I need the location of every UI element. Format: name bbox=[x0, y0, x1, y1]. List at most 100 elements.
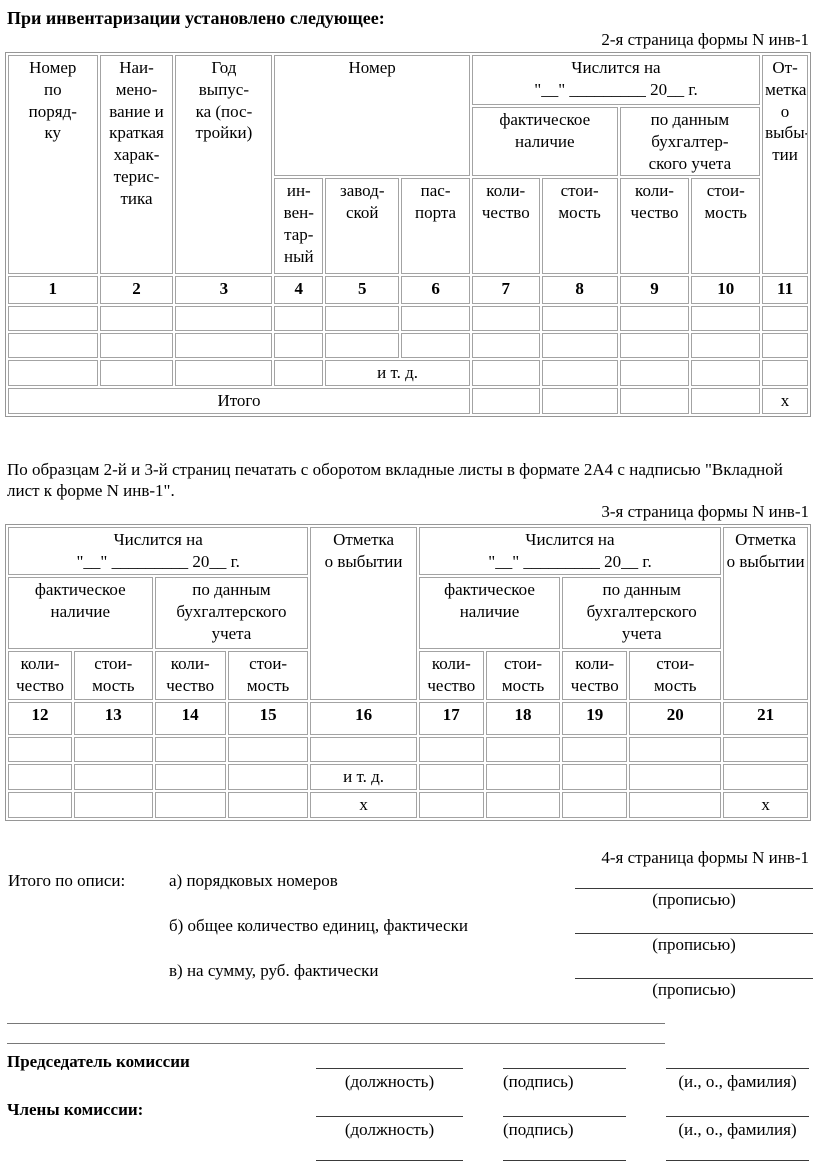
summary-item-text: б) общее количество единиц, фактически bbox=[169, 916, 468, 936]
table-row: коли- чество стои- мость коли- чество ст… bbox=[8, 651, 808, 701]
fill-in-line bbox=[7, 1023, 665, 1025]
empty-cell bbox=[154, 764, 226, 791]
in-words-caption: (прописью) bbox=[652, 980, 736, 1000]
empty-cell bbox=[74, 764, 153, 791]
column-number-cell: 11 bbox=[762, 276, 808, 305]
position-line bbox=[316, 1068, 463, 1070]
name-caption: (и., о., фамилия) bbox=[678, 1120, 797, 1140]
th-cost-accounting: стои- мость bbox=[691, 178, 761, 275]
column-number-row: 12 13 14 15 16 17 18 19 20 21 bbox=[8, 702, 808, 736]
th-listed-on-date-left: Числится на "__" _________ 20__ г. bbox=[8, 527, 309, 576]
th-quantity: коли- чество bbox=[562, 651, 628, 701]
empty-cell bbox=[8, 792, 73, 819]
empty-data-row bbox=[8, 306, 808, 332]
column-number-cell: 14 bbox=[154, 702, 226, 736]
th-cost: стои- мость bbox=[227, 651, 309, 701]
extra-signature-row bbox=[5, 1146, 811, 1168]
empty-cell bbox=[74, 792, 153, 819]
empty-cell bbox=[175, 360, 273, 387]
column-number-cell: 4 bbox=[274, 276, 324, 305]
position-caption: (должность) bbox=[344, 1120, 435, 1140]
fill-in-line bbox=[575, 870, 813, 890]
empty-cell bbox=[691, 388, 761, 415]
column-number-cell: 6 bbox=[401, 276, 470, 305]
empty-cell bbox=[562, 737, 628, 763]
empty-cell bbox=[541, 360, 618, 387]
th-serial-number: Номер по поряд- ку bbox=[8, 55, 98, 275]
empty-cell bbox=[154, 737, 226, 763]
chairman-label: Председатель комиссии bbox=[7, 1052, 190, 1072]
th-actual-availability: фактическое наличие bbox=[8, 577, 153, 650]
empty-cell bbox=[325, 333, 400, 359]
page4-form-label: 4-я страница формы N инв-1 bbox=[601, 848, 809, 868]
th-listed-on-date: Числится на "__" _________ 20__ г. bbox=[471, 55, 761, 105]
empty-cell bbox=[619, 360, 690, 387]
name-line bbox=[666, 1160, 809, 1162]
empty-cell bbox=[619, 388, 690, 415]
empty-cell bbox=[74, 737, 153, 763]
th-quantity-actual: коли- чество bbox=[471, 178, 540, 275]
empty-data-row bbox=[8, 737, 808, 763]
column-number-cell: 7 bbox=[471, 276, 540, 305]
empty-cell bbox=[629, 764, 722, 791]
summary-section-label: Итого по описи: bbox=[8, 871, 126, 891]
empty-cell bbox=[485, 737, 561, 763]
table-row: Номер по поряд- ку Наи- мено- вание и кр… bbox=[8, 55, 808, 275]
position-caption: (должность) bbox=[344, 1072, 435, 1092]
empty-cell bbox=[310, 737, 417, 763]
fill-in-line bbox=[575, 960, 813, 980]
empty-cell bbox=[691, 333, 761, 359]
empty-cell bbox=[8, 360, 98, 387]
column-number-cell: 10 bbox=[691, 276, 761, 305]
empty-cell bbox=[401, 306, 470, 332]
column-number-cell: 15 bbox=[227, 702, 309, 736]
summary-row-c: в) на сумму, руб. фактически (прописью) bbox=[5, 960, 813, 1005]
empty-cell bbox=[629, 737, 722, 763]
column-number-cell: 12 bbox=[8, 702, 73, 736]
th-inventory-number: ин- вен- тар- ный bbox=[274, 178, 324, 275]
empty-cell bbox=[154, 792, 226, 819]
position-line bbox=[316, 1160, 463, 1162]
column-number-cell: 3 bbox=[175, 276, 273, 305]
x-mark-cell: х bbox=[762, 388, 808, 415]
empty-cell bbox=[541, 388, 618, 415]
table-row: ин- вен- тар- ный завод- ской пас- порта… bbox=[8, 178, 808, 275]
empty-cell bbox=[562, 764, 628, 791]
empty-cell bbox=[471, 333, 540, 359]
column-number-cell: 2 bbox=[99, 276, 174, 305]
th-disposal-note-left: Отметка о выбытии bbox=[310, 527, 417, 701]
empty-cell bbox=[629, 792, 722, 819]
th-cost: стои- мость bbox=[485, 651, 561, 701]
empty-cell bbox=[691, 306, 761, 332]
total-label-cell: Итого bbox=[8, 388, 470, 415]
th-cost-actual: стои- мость bbox=[541, 178, 618, 275]
empty-cell bbox=[175, 306, 273, 332]
name-caption: (и., о., фамилия) bbox=[678, 1072, 797, 1092]
th-cost: стои- мость bbox=[74, 651, 153, 701]
total-row: Итого х bbox=[8, 388, 808, 415]
empty-cell bbox=[619, 333, 690, 359]
total-continuation-row: х х bbox=[8, 792, 808, 819]
etc-cell: и т. д. bbox=[325, 360, 470, 387]
th-quantity-accounting: коли- чество bbox=[619, 178, 690, 275]
empty-cell bbox=[485, 764, 561, 791]
th-accounting-data: по данным бухгалтерского учета bbox=[154, 577, 309, 650]
fill-in-line bbox=[7, 1043, 665, 1045]
th-quantity: коли- чество bbox=[8, 651, 73, 701]
summary-fill-block: (прописью) bbox=[575, 915, 813, 955]
empty-cell bbox=[227, 764, 309, 791]
th-disposal-note: От- метка о выбы- тии bbox=[762, 55, 808, 275]
empty-cell bbox=[175, 333, 273, 359]
empty-cell bbox=[418, 737, 484, 763]
etc-cell: и т. д. bbox=[310, 764, 417, 791]
column-number-cell: 5 bbox=[325, 276, 400, 305]
empty-cell bbox=[762, 306, 808, 332]
summary-item-text: в) на сумму, руб. фактически bbox=[169, 961, 379, 981]
empty-cell bbox=[274, 306, 324, 332]
empty-cell bbox=[99, 360, 174, 387]
summary-fill-block: (прописью) bbox=[575, 870, 813, 910]
th-quantity: коли- чество bbox=[154, 651, 226, 701]
signature-line bbox=[503, 1160, 626, 1162]
fill-in-line bbox=[575, 915, 813, 935]
